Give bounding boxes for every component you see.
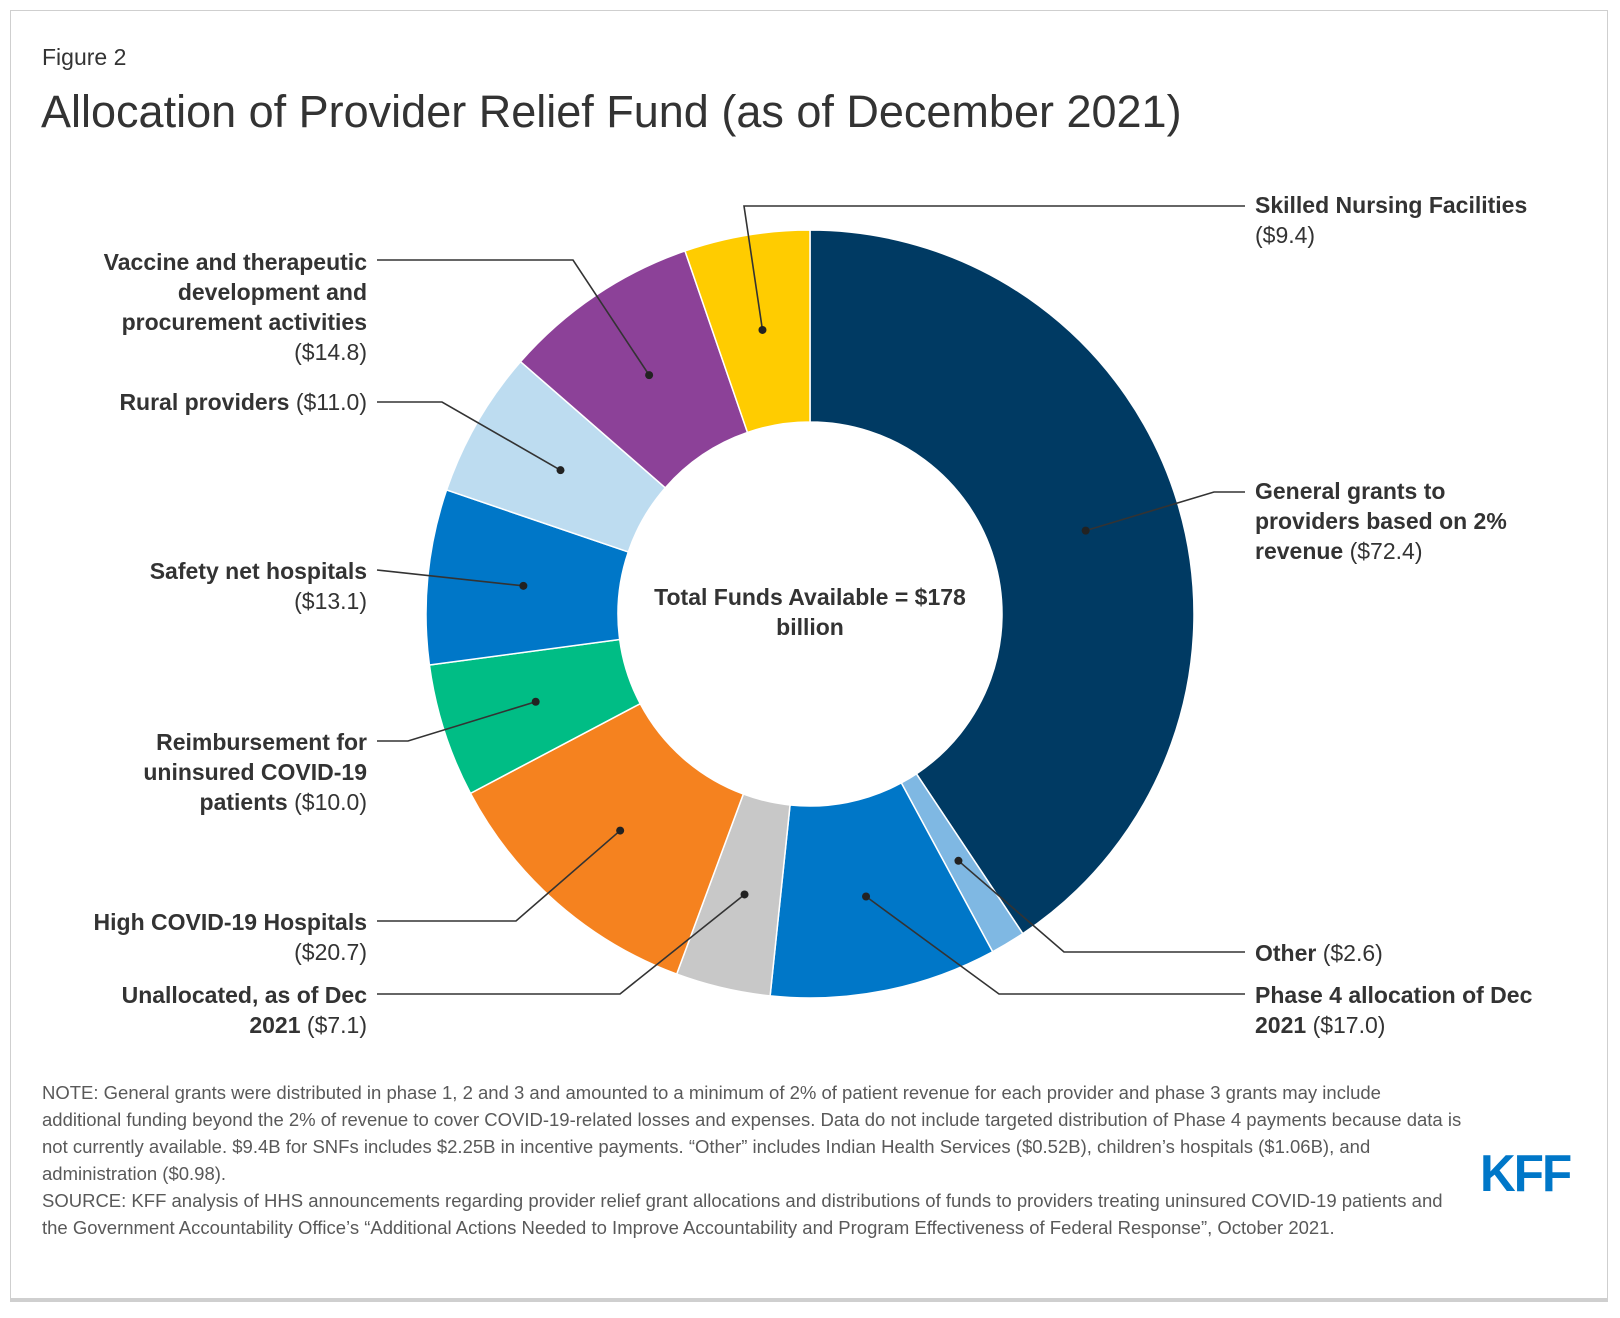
leader-dot	[862, 892, 871, 901]
donut-slice	[769, 781, 994, 999]
center-label: Total Funds Available = $178 billion	[610, 582, 1010, 642]
donut-slice	[809, 229, 1195, 935]
leader-dot	[1081, 526, 1090, 535]
label-vaccine: Vaccine and therapeutic development and …	[103, 249, 367, 365]
leader-dot	[954, 856, 963, 865]
label-general-grants: General grants to providers based on 2% …	[1255, 478, 1507, 564]
leader-line	[957, 860, 1245, 953]
leader-line	[743, 205, 1245, 331]
leader-dot	[616, 826, 625, 835]
center-label-line: billion	[776, 614, 844, 640]
figure-label: Figure 2	[42, 44, 127, 70]
leader-dot	[758, 325, 767, 334]
label-high-covid: High COVID-19 Hospitals ($20.7)	[93, 909, 367, 965]
kff-logo: KFF	[1480, 1145, 1572, 1203]
leader-dot	[531, 697, 540, 706]
leader-line	[377, 829, 621, 922]
leader-line	[865, 895, 1245, 995]
label-safety-net: Safety net hospitals ($13.1)	[149, 558, 367, 614]
leader-line	[377, 401, 561, 471]
label-reimbursement: Reimbursement for uninsured COVID-19 pat…	[143, 729, 367, 815]
leader-dot	[556, 466, 565, 475]
label-unallocated: Unallocated, as of Dec 2021 ($7.1)	[121, 982, 367, 1038]
chart-title: Allocation of Provider Relief Fund (as o…	[41, 86, 1182, 137]
label-phase-4: Phase 4 allocation of Dec 2021 ($17.0)	[1255, 982, 1533, 1038]
leader-line	[376, 569, 524, 587]
leader-line	[377, 700, 536, 742]
note-text: NOTE: General grants were distributed in…	[42, 1082, 1462, 1184]
label-other: Other ($2.6)	[1255, 940, 1383, 966]
source-text: SOURCE: KFF analysis of HHS announcement…	[42, 1190, 1443, 1238]
leader-dot	[740, 890, 749, 899]
leader-line	[1085, 491, 1245, 532]
leader-dot	[519, 581, 528, 590]
leader-dot	[645, 371, 654, 380]
notes: NOTE: General grants were distributed in…	[42, 1079, 1462, 1241]
label-skilled-nursing: Skilled Nursing Facilities ($9.4)	[1255, 192, 1528, 248]
label-rural: Rural providers ($11.0)	[119, 389, 367, 415]
center-label-line: Total Funds Available = $178	[654, 584, 966, 610]
donut-slice	[684, 229, 811, 434]
leader-line	[377, 893, 746, 995]
figure-frame	[10, 10, 1608, 1302]
donut-slice	[469, 702, 745, 976]
leader-line	[377, 259, 650, 376]
